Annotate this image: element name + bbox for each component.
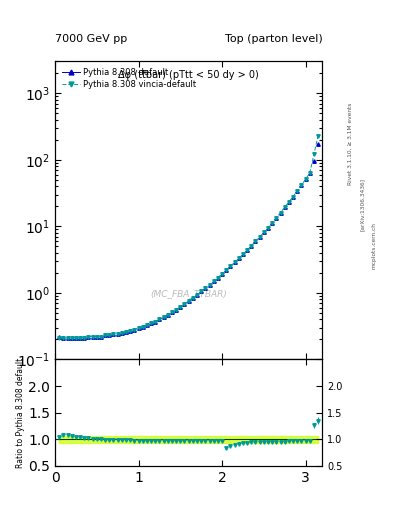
- Text: Δφ (tt̅bar) (pTtt < 50 dy > 0): Δφ (tt̅bar) (pTtt < 50 dy > 0): [118, 70, 259, 80]
- Legend: Pythia 8.308 default, Pythia 8.308 vincia-default: Pythia 8.308 default, Pythia 8.308 vinci…: [59, 66, 199, 91]
- Text: Top (parton level): Top (parton level): [224, 33, 322, 44]
- Text: 7000 GeV pp: 7000 GeV pp: [55, 33, 127, 44]
- Y-axis label: Ratio to Pythia 8.308 default: Ratio to Pythia 8.308 default: [17, 357, 26, 468]
- Text: (MC_FBA_TTBAR): (MC_FBA_TTBAR): [150, 289, 227, 298]
- Text: [arXiv:1306.3436]: [arXiv:1306.3436]: [360, 178, 365, 231]
- Text: mcplots.cern.ch: mcplots.cern.ch: [371, 222, 376, 269]
- Text: Rivet 3.1.10, ≥ 3.1M events: Rivet 3.1.10, ≥ 3.1M events: [348, 102, 353, 184]
